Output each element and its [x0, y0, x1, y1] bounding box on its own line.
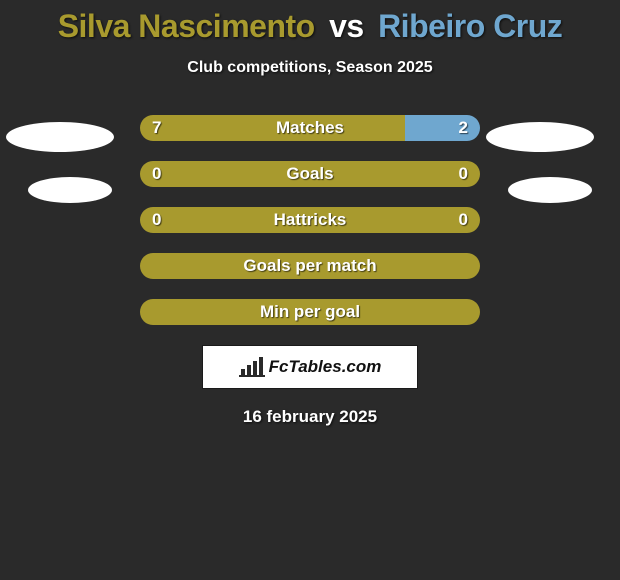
stat-value-right: 2 [459, 115, 468, 141]
stat-value-left: 0 [152, 161, 161, 187]
stat-bar: Min per goal [140, 299, 480, 325]
decorative-ellipse [28, 177, 112, 203]
stat-value-left: 7 [152, 115, 161, 141]
logo-text: FcTables.com [269, 357, 382, 377]
bar-segment-left [140, 115, 405, 141]
stat-value-right: 0 [459, 161, 468, 187]
player2-name: Ribeiro Cruz [378, 8, 562, 44]
date-line: 16 february 2025 [0, 407, 620, 427]
stat-value-right: 0 [459, 207, 468, 233]
stat-row: Goals per match [0, 253, 620, 279]
subtitle: Club competitions, Season 2025 [0, 59, 620, 77]
decorative-ellipse [486, 122, 594, 152]
bar-segment-right [405, 115, 480, 141]
bar-segment-left [140, 207, 480, 233]
stat-row: 00Hattricks [0, 207, 620, 233]
bar-segment-left [140, 253, 480, 279]
logo-box: FcTables.com [202, 345, 418, 389]
fctables-logo: FcTables.com [239, 357, 382, 377]
player1-name: Silva Nascimento [58, 8, 315, 44]
stat-bar: Goals per match [140, 253, 480, 279]
stat-bar: 00Hattricks [140, 207, 480, 233]
stat-value-left: 0 [152, 207, 161, 233]
vs-label: vs [329, 8, 364, 44]
bar-segment-left [140, 299, 480, 325]
decorative-ellipse [508, 177, 592, 203]
stat-bar: 72Matches [140, 115, 480, 141]
decorative-ellipse [6, 122, 114, 152]
stat-row: Min per goal [0, 299, 620, 325]
stat-bar: 00Goals [140, 161, 480, 187]
bar-chart-icon [239, 357, 265, 377]
comparison-title: Silva Nascimento vs Ribeiro Cruz [0, 0, 620, 45]
bar-segment-left [140, 161, 480, 187]
